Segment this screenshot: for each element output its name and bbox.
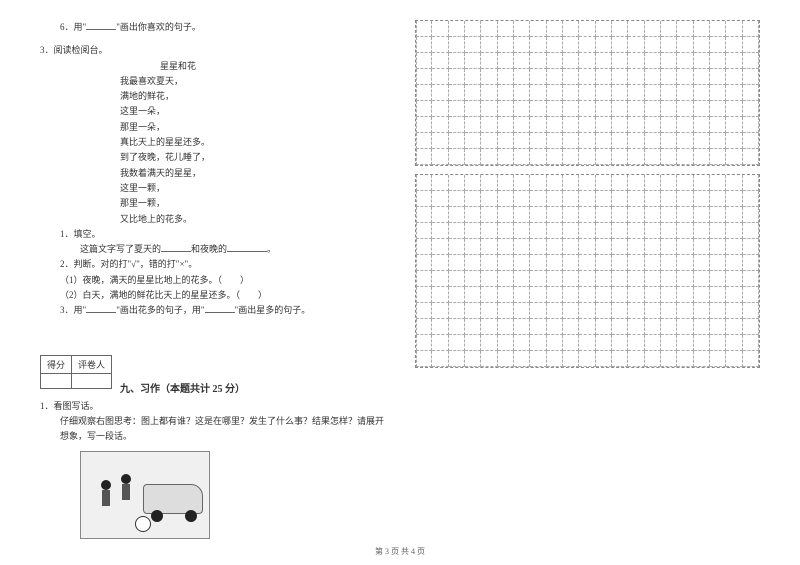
poem-line: 我最喜欢夏天， <box>40 74 385 89</box>
essay-illustration <box>80 451 210 539</box>
wheel-icon <box>151 510 163 522</box>
question-6: 6．用" "画出你喜欢的句子。 <box>40 20 385 35</box>
blank <box>227 242 267 252</box>
q6-text-b: "画出你喜欢的句子。 <box>116 22 201 32</box>
blank-underline <box>86 20 116 30</box>
section-9-title: 九、习作（本题共计 25 分） <box>120 380 245 395</box>
section-header: 得分 评卷人 九、习作（本题共计 25 分） <box>40 337 385 395</box>
poem-line: 这里一朵， <box>40 104 385 119</box>
q6-text-a: 6．用" <box>60 22 86 32</box>
poem-line: 到了夜晚，花儿睡了， <box>40 150 385 165</box>
sub2-item2: （2）白天，满地的鲜花比天上的星星还多。（ ） <box>40 288 385 303</box>
ball-icon <box>135 516 151 532</box>
blank <box>205 303 235 313</box>
sub3-c: "画出星多的句子。 <box>235 305 311 315</box>
poem-line: 又比地上的花多。 <box>40 212 385 227</box>
page-footer: 第 3 页 共 4 页 <box>0 546 800 557</box>
poem-line: 满地的鲜花， <box>40 89 385 104</box>
question-3: 3．阅读检阅台。 <box>40 43 385 58</box>
score-header: 得分 <box>41 355 72 373</box>
sub1-text-c: 。 <box>267 244 276 254</box>
sub-question-2: 2．判断。对的打"√"，错的打"×"。 <box>40 257 385 272</box>
car-shape <box>143 484 203 514</box>
blank <box>86 303 116 313</box>
poem-line: 真比天上的星星还多。 <box>40 135 385 150</box>
writing-grid-2 <box>415 174 760 368</box>
score-table: 得分 评卷人 <box>40 355 112 389</box>
right-column <box>400 20 760 530</box>
poem-title: 星星和花 <box>40 59 385 74</box>
child-figure <box>119 474 133 518</box>
sub2-item1: （1）夜晚，满天的星星比地上的花多。（ ） <box>40 273 385 288</box>
poem-line: 那里一朵， <box>40 120 385 135</box>
sub1-fill: 这篇文字写了夏天的 和夜晚的 。 <box>40 242 385 257</box>
grader-header: 评卷人 <box>72 355 112 373</box>
score-cell <box>41 373 72 388</box>
grader-cell <box>72 373 112 388</box>
essay-description: 仔细观察右图思考：图上都有谁？这是在哪里？发生了什么事？结果怎样？请展开想象，写… <box>40 414 385 445</box>
writing-grid-1 <box>415 20 760 166</box>
sub3-a: 3．用" <box>60 305 86 315</box>
wheel-icon <box>185 510 197 522</box>
sub1-text-a: 这篇文字写了夏天的 <box>80 244 161 254</box>
sub-question-1: 1．填空。 <box>40 227 385 242</box>
poem-line: 这里一颗， <box>40 181 385 196</box>
left-column: 6．用" "画出你喜欢的句子。 3．阅读检阅台。 星星和花 我最喜欢夏天， 满地的… <box>40 20 400 530</box>
poem-line: 那里一颗， <box>40 196 385 211</box>
sub1-text-b: 和夜晚的 <box>191 244 227 254</box>
blank <box>161 242 191 252</box>
sub-question-3: 3．用" "画出花多的句子，用" "画出星多的句子。 <box>40 303 385 318</box>
poem-line: 我数着满天的星星， <box>40 166 385 181</box>
essay-q1: 1．看图写话。 <box>40 399 385 414</box>
child-figure <box>99 480 113 522</box>
sub3-b: "画出花多的句子，用" <box>116 305 204 315</box>
